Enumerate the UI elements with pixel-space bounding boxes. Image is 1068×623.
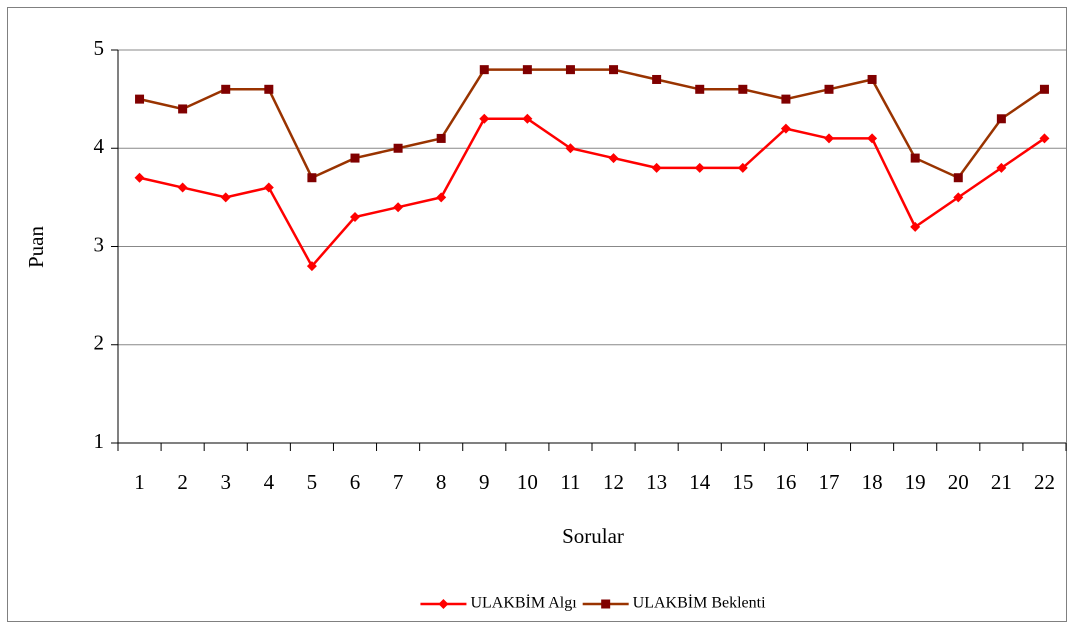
y-tick-label: 4 bbox=[94, 134, 105, 158]
data-point bbox=[953, 173, 963, 183]
x-tick-label: 10 bbox=[517, 470, 538, 494]
data-point bbox=[307, 173, 317, 183]
data-point bbox=[609, 65, 619, 75]
data-point bbox=[350, 212, 360, 223]
data-point bbox=[436, 192, 447, 203]
data-point bbox=[178, 104, 188, 114]
x-tick-label: 15 bbox=[732, 470, 753, 494]
legend-label: ULAKBİM Beklenti bbox=[633, 594, 766, 612]
x-tick-label: 9 bbox=[479, 470, 490, 494]
data-point bbox=[306, 261, 317, 272]
x-tick-label: 14 bbox=[689, 470, 711, 494]
data-point bbox=[996, 114, 1006, 124]
x-tick-label: 13 bbox=[646, 470, 667, 494]
data-point bbox=[737, 162, 748, 173]
data-point bbox=[781, 94, 791, 104]
data-point bbox=[479, 65, 489, 75]
data-point bbox=[867, 74, 877, 84]
x-tick-label: 21 bbox=[991, 470, 1012, 494]
data-point bbox=[953, 192, 964, 203]
x-tick-label: 16 bbox=[775, 470, 796, 494]
data-point bbox=[393, 143, 403, 153]
series-line bbox=[139, 117, 1046, 269]
data-point bbox=[177, 182, 188, 193]
x-tick-label: 11 bbox=[560, 470, 580, 494]
y-tick-label: 5 bbox=[94, 36, 105, 60]
data-point bbox=[220, 192, 231, 203]
data-point bbox=[436, 133, 446, 143]
data-point bbox=[1039, 84, 1049, 94]
data-point bbox=[738, 84, 748, 94]
legend-marker bbox=[438, 599, 449, 609]
data-point bbox=[263, 182, 274, 193]
y-tick-label: 3 bbox=[94, 232, 105, 256]
data-point bbox=[221, 84, 231, 94]
series-line bbox=[139, 68, 1046, 180]
x-tick-label: 1 bbox=[134, 470, 145, 494]
data-point bbox=[652, 74, 662, 84]
data-point bbox=[996, 162, 1007, 173]
x-tick-label: 17 bbox=[819, 470, 840, 494]
data-point bbox=[264, 84, 274, 94]
x-tick-label: 8 bbox=[436, 470, 447, 494]
y-axis-title: Puan bbox=[24, 226, 48, 269]
x-tick-label: 12 bbox=[603, 470, 624, 494]
data-point bbox=[780, 123, 791, 134]
data-point bbox=[393, 202, 404, 213]
data-point bbox=[522, 113, 533, 124]
x-tick-label: 5 bbox=[307, 470, 318, 494]
data-point bbox=[910, 153, 920, 163]
data-point bbox=[522, 65, 532, 75]
data-point bbox=[824, 133, 834, 144]
data-point bbox=[867, 133, 878, 144]
legend-label: ULAKBİM Algı bbox=[470, 594, 577, 612]
legend-marker bbox=[601, 599, 611, 609]
data-point bbox=[608, 153, 619, 164]
data-point bbox=[479, 113, 490, 124]
x-tick-label: 18 bbox=[862, 470, 883, 494]
x-tick-label: 4 bbox=[264, 470, 275, 494]
data-point bbox=[651, 162, 662, 173]
data-point bbox=[694, 162, 705, 173]
data-point bbox=[1039, 133, 1050, 144]
x-tick-label: 7 bbox=[393, 470, 404, 494]
chart-frame bbox=[7, 7, 1067, 622]
data-point bbox=[824, 84, 834, 94]
data-point bbox=[565, 65, 575, 75]
x-tick-label: 20 bbox=[948, 470, 969, 494]
x-tick-label: 22 bbox=[1034, 470, 1055, 494]
y-tick-label: 1 bbox=[94, 429, 105, 453]
x-axis-title: Sorular bbox=[562, 524, 624, 548]
y-tick-label: 2 bbox=[94, 331, 105, 355]
x-tick-label: 3 bbox=[220, 470, 231, 494]
data-point bbox=[910, 221, 921, 232]
x-tick-label: 19 bbox=[905, 470, 926, 494]
x-tick-label: 2 bbox=[177, 470, 188, 494]
data-point bbox=[695, 84, 705, 94]
data-point bbox=[350, 153, 360, 163]
data-point bbox=[565, 143, 576, 154]
data-point bbox=[135, 94, 145, 104]
data-point bbox=[134, 172, 145, 183]
x-tick-label: 6 bbox=[350, 470, 361, 494]
